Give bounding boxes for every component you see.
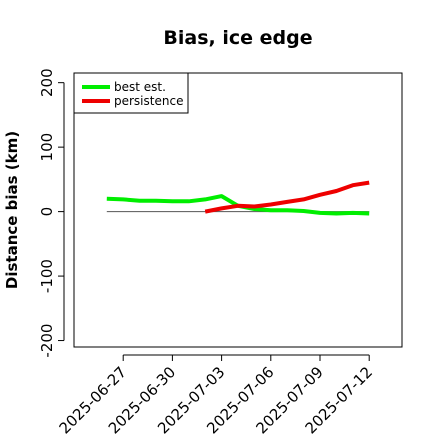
y-tick-label-100: 100 — [38, 133, 56, 162]
y-tick-label-100: -100 — [38, 259, 56, 293]
chart-title: Bias, ice edge — [163, 27, 312, 49]
plot-frame — [73, 72, 403, 348]
series-group — [106, 180, 370, 216]
y-tick-label-200: 200 — [38, 68, 56, 97]
legend: best est. persistence — [73, 72, 189, 114]
legend-box — [73, 72, 189, 114]
y-tick-label-200: -200 — [38, 324, 56, 358]
y-tick-label-0: 0 — [38, 207, 56, 217]
legend-label-best-est: best est. — [114, 80, 166, 94]
y-axis-label: Distance bias (km) — [3, 131, 21, 289]
series-line-persistence — [204, 180, 370, 214]
x-axis: 2025-06-272025-06-302025-07-032025-07-06… — [56, 354, 376, 437]
legend-label-persistence: persistence — [114, 94, 183, 108]
y-axis: -200 -100 0 100 200 — [38, 68, 65, 358]
